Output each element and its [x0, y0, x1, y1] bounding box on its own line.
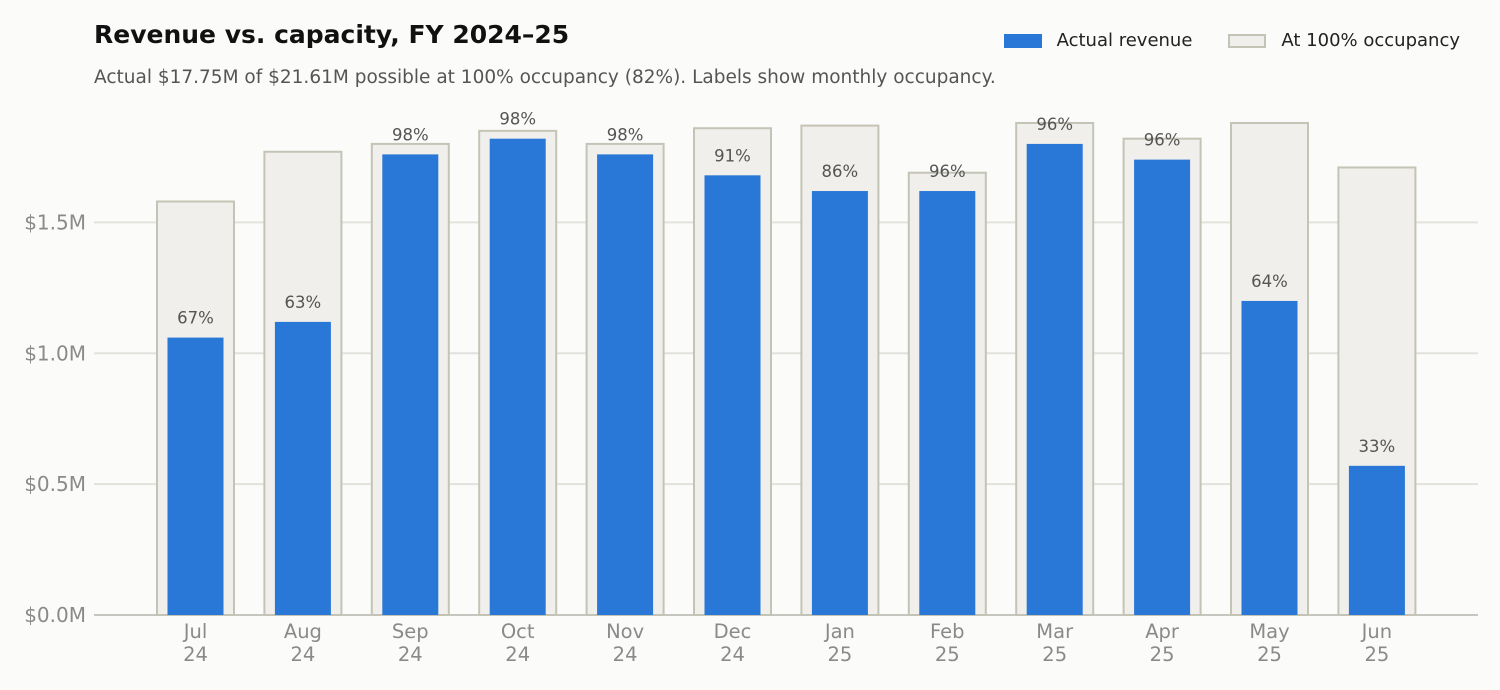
y-tick-label: $0.5M — [24, 472, 86, 496]
x-tick-label-month: Jul — [182, 620, 208, 643]
x-tick-label-month: Jan — [823, 620, 855, 643]
revenue-bar — [704, 175, 761, 615]
occupancy-label: 86% — [822, 162, 859, 181]
legend-item-capacity: At 100% occupancy — [1228, 30, 1460, 51]
y-tick-label: $1.5M — [24, 210, 86, 234]
x-tick-label-year: 25 — [935, 643, 960, 666]
bars: 67% 63% 98% 98% 98% 91% 86% 96% 96% 96% 64% 33% — [156, 110, 1417, 617]
x-tick-label-year: 25 — [1257, 643, 1282, 666]
occupancy-label: 98% — [607, 125, 644, 144]
x-tick-label-month: Apr — [1145, 620, 1180, 643]
occupancy-label: 63% — [285, 293, 322, 312]
x-tick-label-year: 24 — [183, 643, 208, 666]
revenue-bar — [1348, 465, 1405, 615]
occupancy-label: 91% — [714, 146, 751, 165]
legend-swatch-capacity — [1228, 33, 1267, 48]
x-axis: Jul24Aug24Sep24Oct24Nov24Dec24Jan25Feb25… — [182, 620, 1392, 666]
occupancy-label: 64% — [1251, 272, 1288, 291]
x-tick-label-year: 24 — [613, 643, 638, 666]
revenue-bar — [489, 138, 546, 616]
x-tick-label-year: 25 — [827, 643, 852, 666]
x-tick-label-month: Mar — [1036, 620, 1074, 643]
occupancy-label: 98% — [499, 110, 536, 129]
x-tick-label-month: Sep — [392, 620, 429, 643]
x-tick-label-year: 25 — [1150, 643, 1175, 666]
x-tick-label-year: 24 — [720, 643, 745, 666]
x-tick-label-year: 24 — [398, 643, 423, 666]
occupancy-label: 96% — [1144, 131, 1181, 150]
legend-swatch-actual — [1003, 33, 1042, 48]
x-tick-label-year: 24 — [505, 643, 530, 666]
x-tick-label-month: Nov — [606, 620, 644, 643]
legend-label-actual: Actual revenue — [1056, 30, 1193, 51]
x-tick-label-month: Dec — [714, 620, 752, 643]
revenue-bar — [811, 191, 868, 615]
occupancy-label: 67% — [177, 309, 214, 328]
occupancy-label: 98% — [392, 125, 429, 144]
x-tick-label-year: 25 — [1042, 643, 1067, 666]
x-tick-label-month: May — [1249, 620, 1289, 643]
y-tick-label: $0.0M — [24, 603, 86, 627]
revenue-bar — [274, 321, 331, 615]
revenue-bar — [919, 191, 976, 615]
x-tick-label-year: 24 — [290, 643, 315, 666]
legend-label-capacity: At 100% occupancy — [1281, 30, 1460, 51]
chart-title: Revenue vs. capacity, FY 2024–25 — [94, 20, 570, 49]
x-tick-label-month: Jun — [1360, 620, 1392, 643]
revenue-bar — [1026, 143, 1083, 616]
occupancy-label: 33% — [1359, 437, 1396, 456]
legend-item-actual: Actual revenue — [1003, 30, 1193, 51]
x-tick-label-year: 25 — [1364, 643, 1389, 666]
x-tick-label-month: Oct — [501, 620, 535, 643]
y-tick-label: $1.0M — [24, 341, 86, 365]
chart-subtitle: Actual $17.75M of $21.61M possible at 10… — [94, 67, 996, 88]
revenue-bar — [167, 337, 224, 615]
legend: Actual revenue At 100% occupancy — [968, 30, 1460, 51]
x-tick-label-month: Aug — [284, 620, 322, 643]
revenue-bar — [1134, 159, 1191, 616]
revenue-bar — [1241, 300, 1298, 615]
revenue-bar — [382, 154, 439, 616]
revenue-bar — [597, 154, 654, 616]
x-tick-label-month: Feb — [930, 620, 965, 643]
occupancy-label: 96% — [929, 162, 966, 181]
occupancy-label: 96% — [1036, 115, 1073, 134]
